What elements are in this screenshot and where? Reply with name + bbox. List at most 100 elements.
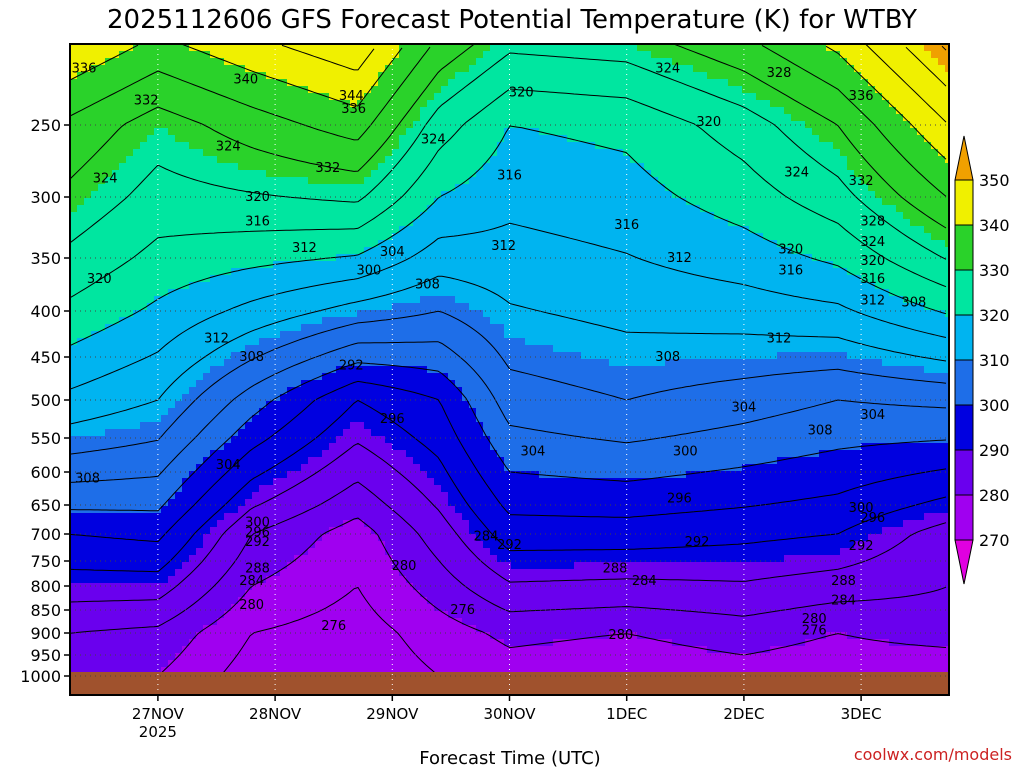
heatmap-cell — [763, 58, 771, 66]
heatmap-cell — [672, 114, 680, 122]
heatmap-cell — [378, 156, 386, 164]
heatmap-cell — [406, 191, 414, 199]
heatmap-cell — [245, 107, 253, 115]
heatmap-cell — [700, 303, 708, 311]
heatmap-cell — [301, 282, 309, 290]
heatmap-cell — [560, 121, 568, 129]
heatmap-cell — [462, 205, 470, 213]
heatmap-cell — [196, 128, 204, 136]
heatmap-cell — [294, 72, 302, 80]
heatmap-cell — [462, 191, 470, 199]
heatmap-cell — [119, 128, 127, 136]
heatmap-cell — [231, 135, 239, 143]
heatmap-cell — [700, 114, 708, 122]
heatmap-cell — [686, 86, 694, 94]
heatmap-cell — [805, 282, 813, 290]
heatmap-cell — [119, 254, 127, 262]
heatmap-cell — [686, 65, 694, 73]
heatmap-cell — [147, 226, 155, 234]
heatmap-cell — [749, 86, 757, 94]
heatmap-cell — [154, 254, 162, 262]
heatmap-cell — [539, 100, 547, 108]
heatmap-cell — [511, 247, 519, 255]
heatmap-cell — [945, 86, 949, 94]
heatmap-cell — [462, 219, 470, 227]
heatmap-cell — [427, 149, 435, 157]
heatmap-cell — [140, 289, 148, 297]
heatmap-cell — [805, 254, 813, 262]
heatmap-cell — [609, 163, 617, 171]
heatmap-cell — [406, 170, 414, 178]
heatmap-cell — [175, 44, 183, 52]
heatmap-cell — [168, 51, 176, 59]
heatmap-cell — [938, 128, 946, 136]
heatmap-cell — [154, 275, 162, 283]
heatmap-cell — [630, 135, 638, 143]
heatmap-cell — [742, 51, 750, 59]
heatmap-cell — [133, 310, 141, 318]
heatmap-cell — [427, 296, 435, 304]
heatmap-cell — [301, 317, 309, 325]
heatmap-cell — [707, 296, 715, 304]
heatmap-cell — [168, 170, 176, 178]
heatmap-cell — [455, 226, 463, 234]
heatmap-cell — [154, 177, 162, 185]
heatmap-cell — [763, 240, 771, 248]
heatmap-cell — [644, 156, 652, 164]
heatmap-cell — [483, 191, 491, 199]
heatmap-cell — [917, 261, 925, 269]
heatmap-cell — [133, 58, 141, 66]
heatmap-cell — [455, 170, 463, 178]
heatmap-cell — [210, 282, 218, 290]
heatmap-cell — [140, 282, 148, 290]
heatmap-cell — [238, 191, 246, 199]
heatmap-cell — [756, 303, 764, 311]
heatmap-cell — [294, 317, 302, 325]
heatmap-cell — [392, 107, 400, 115]
heatmap-cell — [567, 128, 575, 136]
heatmap-cell — [854, 149, 862, 157]
heatmap-cell — [490, 240, 498, 248]
heatmap-cell — [168, 275, 176, 283]
heatmap-cell — [378, 219, 386, 227]
heatmap-cell — [301, 303, 309, 311]
heatmap-cell — [427, 317, 435, 325]
heatmap-cell — [595, 86, 603, 94]
heatmap-cell — [616, 149, 624, 157]
heatmap-cell — [756, 198, 764, 206]
heatmap-cell — [203, 65, 211, 73]
heatmap-cell — [728, 121, 736, 129]
heatmap-cell — [315, 51, 323, 59]
heatmap-cell — [749, 310, 757, 318]
heatmap-cell — [630, 205, 638, 213]
heatmap-cell — [476, 268, 484, 276]
heatmap-cell — [553, 156, 561, 164]
heatmap-cell — [105, 44, 113, 52]
heatmap-cell — [329, 184, 337, 192]
heatmap-cell — [728, 275, 736, 283]
heatmap-cell — [476, 128, 484, 136]
heatmap-cell — [161, 93, 169, 101]
heatmap-cell — [910, 282, 918, 290]
heatmap-cell — [217, 247, 225, 255]
heatmap-cell — [133, 44, 141, 52]
heatmap-cell — [777, 128, 785, 136]
heatmap-cell — [294, 100, 302, 108]
heatmap-cell — [609, 79, 617, 87]
heatmap-cell — [434, 93, 442, 101]
heatmap-cell — [161, 317, 169, 325]
heatmap-cell — [413, 205, 421, 213]
heatmap-cell — [252, 142, 260, 150]
heatmap-cell — [833, 303, 841, 311]
heatmap-cell — [840, 240, 848, 248]
heatmap-cell — [231, 289, 239, 297]
heatmap-cell — [91, 142, 99, 150]
heatmap-cell — [665, 191, 673, 199]
heatmap-cell — [182, 240, 190, 248]
heatmap-cell — [476, 51, 484, 59]
heatmap-cell — [630, 128, 638, 136]
heatmap-cell — [861, 107, 869, 115]
heatmap-cell — [924, 191, 932, 199]
heatmap-cell — [658, 282, 666, 290]
heatmap-cell — [532, 128, 540, 136]
